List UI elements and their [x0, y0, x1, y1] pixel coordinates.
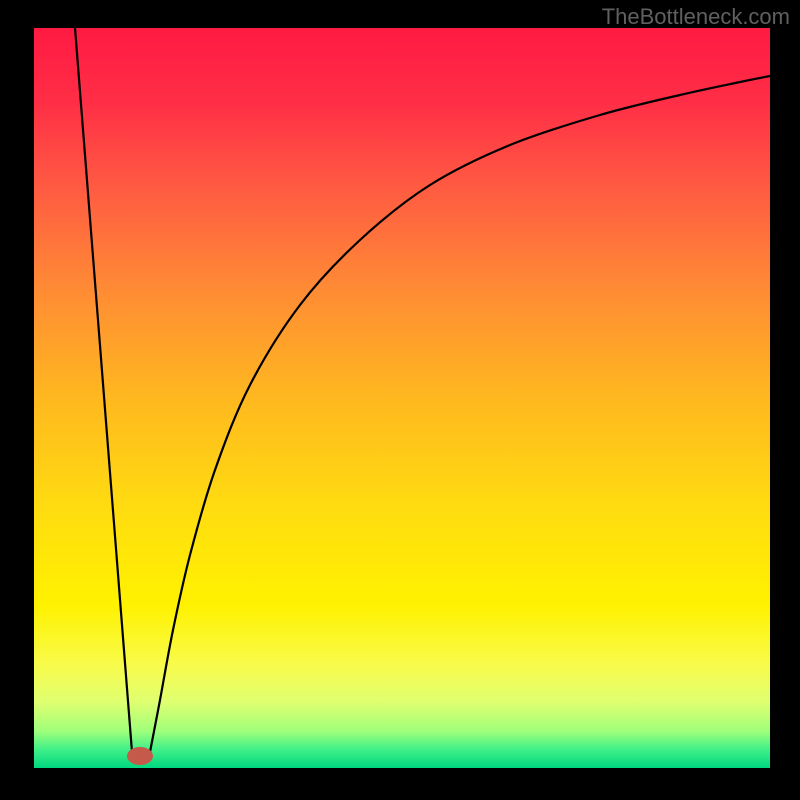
optimum-marker [127, 747, 153, 765]
plot-area [34, 28, 770, 768]
bottleneck-chart [0, 0, 800, 800]
chart-container: TheBottleneck.com [0, 0, 800, 800]
watermark-text: TheBottleneck.com [602, 4, 790, 30]
